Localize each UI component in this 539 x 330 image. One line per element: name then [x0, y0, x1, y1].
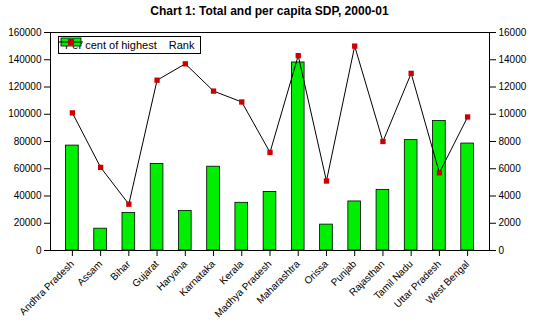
svg-text:Uttar Pradesh: Uttar Pradesh [391, 258, 444, 310]
svg-text:60000: 60000 [14, 163, 42, 174]
svg-text:Bihar: Bihar [108, 258, 133, 283]
svg-text:80000: 80000 [14, 136, 42, 147]
svg-text:Maharashtra: Maharashtra [254, 258, 302, 306]
svg-text:Gujarat: Gujarat [129, 258, 161, 290]
svg-text:Punjab: Punjab [328, 258, 359, 288]
svg-text:Karnataka: Karnataka [177, 258, 217, 298]
html-text:Chart 1: Total and per capita: Chart 1: Total and per capita SDP, 2000-… [150, 4, 389, 18]
svg-text:Orissa: Orissa [302, 258, 331, 287]
svg-text:West Bengal: West Bengal [424, 258, 472, 306]
svg-text:160000: 160000 [8, 27, 42, 38]
svg-text:4000: 4000 [499, 190, 522, 201]
svg-text:10000: 10000 [499, 108, 527, 119]
svg-text:6000: 6000 [499, 163, 522, 174]
svg-text:0: 0 [36, 245, 42, 256]
svg-text:16000: 16000 [499, 27, 527, 38]
svg-text:Tamil Nadu: Tamil Nadu [371, 258, 415, 302]
svg-text:Madhya Pradesh: Madhya Pradesh [212, 258, 274, 320]
svg-text:140000: 140000 [8, 54, 42, 65]
svg-text:14000: 14000 [499, 54, 527, 65]
svg-text:Rajasthan: Rajasthan [347, 258, 387, 298]
svg-text:40000: 40000 [14, 190, 42, 201]
svg-text:12000: 12000 [499, 81, 527, 92]
svg-text:120000: 120000 [8, 81, 42, 92]
svg-text:8000: 8000 [499, 136, 522, 147]
svg-text:20000: 20000 [14, 217, 42, 228]
svg-text:2000: 2000 [499, 217, 522, 228]
html-text:Rank: Rank [168, 39, 195, 51]
svg-text:Andhra Pradesh: Andhra Pradesh [17, 258, 76, 317]
svg-text:Kerala: Kerala [217, 258, 246, 287]
html-text:Per cent of highest: Per cent of highest [65, 39, 157, 51]
svg-text:100000: 100000 [8, 108, 42, 119]
svg-text:0: 0 [499, 245, 505, 256]
svg-text:Haryana: Haryana [154, 258, 189, 293]
svg-text:Assam: Assam [75, 258, 104, 287]
